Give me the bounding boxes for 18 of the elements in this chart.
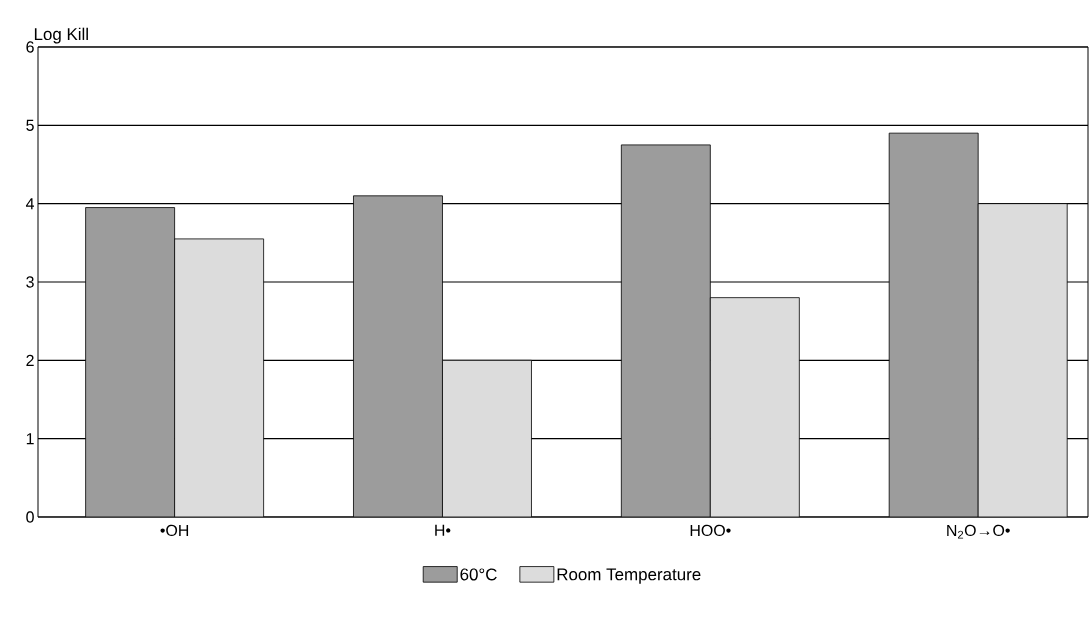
y-tick-label: 4 — [25, 198, 35, 210]
bar — [353, 195, 443, 517]
bar — [620, 144, 711, 517]
y-axis-title: Log Kill — [34, 27, 88, 44]
x-tick-label: N$_{2}$O→O• — [947, 524, 1010, 539]
bar — [85, 207, 176, 517]
x-tick-label: HOO• — [690, 524, 731, 537]
legend-label: 60°C — [460, 568, 497, 581]
y-tick-label: 3 — [26, 276, 34, 288]
y-tick-label: 6 — [26, 41, 34, 53]
y-tick-label: 1 — [26, 433, 34, 445]
y-tick-label: 5 — [26, 119, 34, 131]
legend-label: Room Temperature — [557, 568, 701, 584]
x-tick-label: H• — [435, 524, 451, 536]
y-tick-label: 0 — [26, 511, 34, 523]
y-tick-label: 2 — [26, 354, 34, 366]
x-tick-label: •OH — [160, 524, 189, 537]
bar — [888, 132, 979, 517]
